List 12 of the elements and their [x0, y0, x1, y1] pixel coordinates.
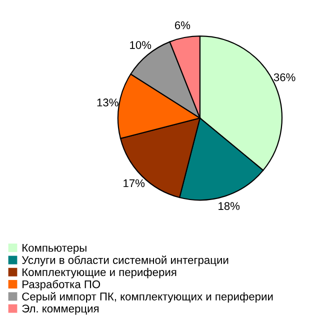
legend-label: Услуги в области системной интеграции [22, 256, 228, 266]
data-label: 10% [130, 41, 152, 49]
legend-label: Серый импорт ПК, комплектующих и периферии [22, 292, 273, 303]
data-label: 13% [97, 98, 118, 106]
data-label: 6% [174, 21, 190, 30]
legend-label: Эл. коммерция [22, 304, 99, 315]
legend-label: Разработка ПО [22, 280, 100, 290]
legend-label: Комплектующие и периферия [22, 268, 176, 278]
data-label: 18% [218, 202, 240, 210]
legend-label: Компьютеры [22, 244, 86, 254]
data-label: 17% [124, 179, 145, 188]
data-label: 36% [274, 73, 296, 82]
